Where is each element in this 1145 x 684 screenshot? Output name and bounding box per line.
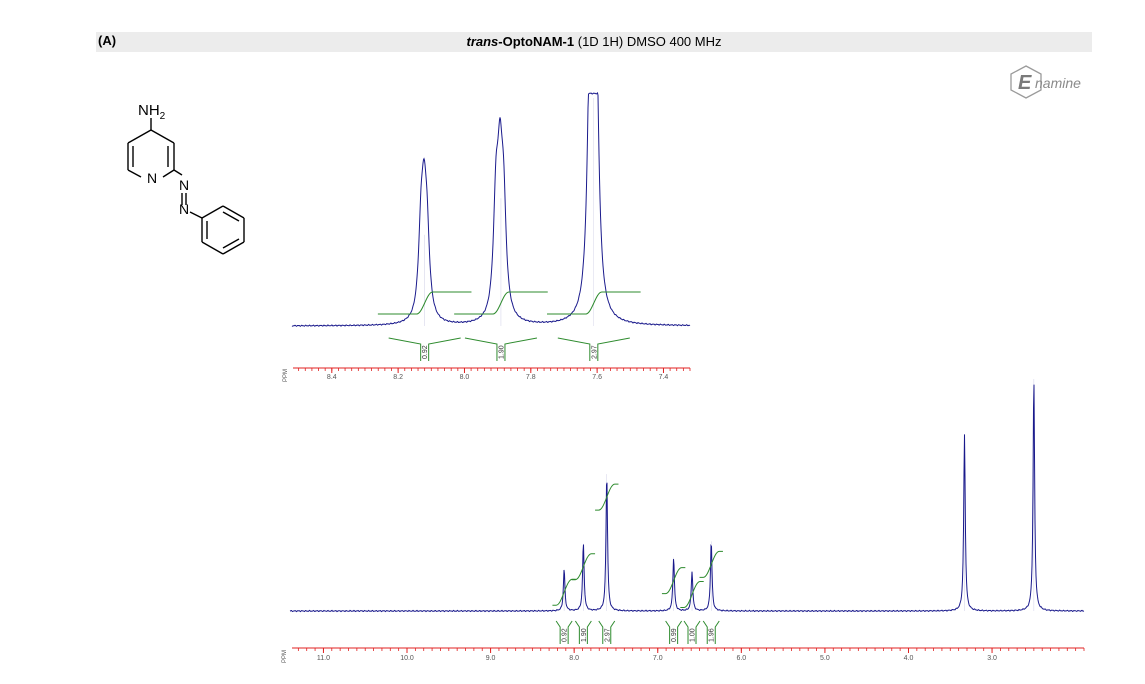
integral-curve <box>454 291 548 315</box>
integral-bracket <box>557 337 630 361</box>
header-bar <box>96 32 1092 52</box>
logo-letter: E <box>1018 72 1032 94</box>
logo-hexagon <box>1010 65 1042 99</box>
tick-label: 6.0 <box>736 655 746 662</box>
title-italic: trans <box>466 34 499 49</box>
full-spectrum: 0.92 1.90 2.97 0.99 1.00 1.96 11.0 10.0 9.0 8.0 7.… <box>282 379 1085 663</box>
tick-label: 3.0 <box>987 655 997 662</box>
tick-label: 7.8 <box>526 374 536 381</box>
integral-curve <box>680 581 704 609</box>
tick-label: 11.0 <box>317 655 330 662</box>
tick-label: 8.4 <box>327 374 337 381</box>
tick-label: 9.0 <box>486 655 496 662</box>
tick-label: 8.0 <box>569 655 579 662</box>
integral-bracket <box>598 620 616 644</box>
integral-label: 1.00 <box>690 628 697 642</box>
integral-curve <box>571 553 596 581</box>
axis-title: PPM <box>283 369 289 382</box>
integral-bracket <box>464 337 538 361</box>
ppm-axis: 8.4 8.2 8.0 7.8 7.6 7.4 PPM <box>283 367 691 382</box>
integral-curve <box>699 550 723 578</box>
tick-label: 10.0 <box>400 655 414 662</box>
integral-label: 1.96 <box>709 628 716 642</box>
integral-bracket <box>574 620 592 644</box>
axis-title: PPM <box>282 650 288 663</box>
azo-nitrogen-2: N <box>179 201 189 217</box>
tick-label: 7.6 <box>592 374 602 381</box>
integral-label: 2.97 <box>604 628 611 642</box>
integral-group: 0.92 1.90 2.97 <box>377 291 641 361</box>
amine-label: NH2 <box>138 102 166 122</box>
logo-text: namine <box>1035 75 1081 91</box>
integral-bracket <box>702 620 720 644</box>
ring-nitrogen: N <box>147 170 157 186</box>
spectrum-trace <box>289 384 1085 613</box>
integral-bracket <box>665 620 683 644</box>
integral-label: 0.92 <box>422 345 429 359</box>
tick-label: 8.0 <box>460 374 470 381</box>
inset-spectrum: 0.92 1.90 2.97 8.4 8.2 8.0 7.8 7.6 7.4 PPM <box>283 92 691 382</box>
title-rest: (1D 1H) DMSO 400 MHz <box>574 34 722 49</box>
azo-nitrogen-1: N <box>179 177 189 193</box>
integral-label: 2.97 <box>591 345 598 359</box>
tick-label: 7.0 <box>653 655 663 662</box>
enamine-logo: E namine <box>1010 65 1081 99</box>
integral-curve <box>661 567 686 595</box>
integral-bracket <box>683 620 701 644</box>
tick-label: 5.0 <box>820 655 830 662</box>
integral-label: 1.90 <box>498 345 505 359</box>
integral-curve <box>547 291 641 315</box>
integral-label: 0.99 <box>671 628 678 642</box>
integral-bracket <box>388 337 461 361</box>
figure-title: trans-OptoNAM-1 (1D 1H) DMSO 400 MHz <box>96 34 1092 49</box>
integral-group: 0.92 1.90 2.97 0.99 1.00 1.96 <box>552 483 723 644</box>
title-bold: -OptoNAM-1 <box>498 34 575 49</box>
integral-curve <box>377 291 472 315</box>
molecule-structure: NH2 N N N <box>127 102 245 255</box>
tick-label: 7.4 <box>659 374 669 381</box>
spectrum-trace <box>291 92 691 327</box>
integral-curve <box>595 483 619 511</box>
tick-label: 4.0 <box>904 655 914 662</box>
panel-label: (A) <box>98 33 117 48</box>
ppm-axis: 11.0 10.0 9.0 8.0 7.0 6.0 5.0 4.0 3.0 PPM <box>282 647 1085 663</box>
integral-label: 0.92 <box>562 628 569 642</box>
tick-label: 8.2 <box>393 374 403 381</box>
integral-bracket <box>555 620 573 644</box>
integral-label: 1.90 <box>581 628 588 642</box>
